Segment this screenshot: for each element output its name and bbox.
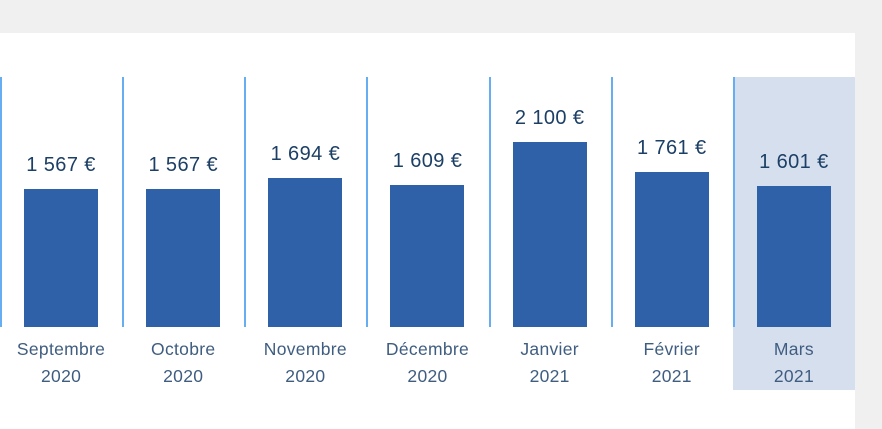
x-axis-label-month: Septembre <box>16 339 106 359</box>
chart-column: 1 694 € Novembre 2020 <box>244 77 366 390</box>
bar[interactable] <box>756 186 831 327</box>
bar[interactable] <box>390 185 465 327</box>
bar[interactable] <box>268 178 343 327</box>
chart-column: 1 567 € Septembre 2020 <box>0 77 122 390</box>
bar-value-label: 2 100 € <box>514 107 585 129</box>
bars-area: 1 609 € <box>366 77 488 327</box>
bar-value-label: 1 694 € <box>270 143 341 165</box>
bar-value-label: 1 761 € <box>637 137 707 159</box>
bars-area: 1 601 € <box>733 77 855 327</box>
column-separator-line <box>122 77 125 327</box>
column-separator-line <box>244 77 247 327</box>
top-band <box>0 0 882 33</box>
x-axis-label-year: 2020 <box>407 366 448 386</box>
x-axis-label: Mars 2021 <box>733 327 855 390</box>
x-axis-label-month: Février <box>643 339 701 359</box>
bars-area: 1 567 € <box>0 77 122 327</box>
bar-value-label: 1 609 € <box>392 150 463 172</box>
bar-chart: 1 567 € Septembre 2020 1 567 € Octobre 2020 1 … <box>0 77 855 390</box>
x-axis-label-year: 2020 <box>285 366 326 386</box>
x-axis-label-year: 2020 <box>41 366 82 386</box>
bar-value-label: 1 567 € <box>148 154 218 176</box>
bars-area: 1 694 € <box>244 77 366 327</box>
x-axis-label-year: 2021 <box>651 366 692 386</box>
chart-column: 2 100 € Janvier 2021 <box>488 77 611 390</box>
column-separator-line <box>0 77 2 327</box>
x-axis-label: Février 2021 <box>611 327 733 390</box>
x-axis-label-year: 2020 <box>163 366 204 386</box>
bars-area: 2 100 € <box>489 77 611 327</box>
x-axis-label-month: Octobre <box>151 339 216 359</box>
bar[interactable] <box>146 189 221 327</box>
x-axis-label-year: 2021 <box>529 366 570 386</box>
chart-panel: 1 567 € Septembre 2020 1 567 € Octobre 2020 1 … <box>0 33 855 429</box>
chart-column: 1 567 € Octobre 2020 <box>122 77 244 390</box>
chart-column: 1 761 € Février 2021 <box>610 77 733 390</box>
x-axis-label: Octobre 2020 <box>122 327 244 390</box>
bar[interactable] <box>24 189 99 327</box>
chart-column-highlighted: 1 601 € Mars 2021 <box>732 77 855 390</box>
column-separator-line <box>732 77 735 327</box>
x-axis-label-month: Décembre <box>385 339 470 359</box>
x-axis-label: Janvier 2021 <box>489 327 611 390</box>
chart-column: 1 609 € Décembre 2020 <box>366 77 488 390</box>
bars-area: 1 761 € <box>611 77 733 327</box>
bar[interactable] <box>634 172 709 327</box>
x-axis-label: Novembre 2020 <box>244 327 366 390</box>
x-axis-label-month: Mars <box>773 339 814 359</box>
bar[interactable] <box>512 142 587 327</box>
x-axis-label-year: 2021 <box>773 366 814 386</box>
column-separator-line <box>488 77 491 327</box>
bars-area: 1 567 € <box>122 77 244 327</box>
x-axis-label-month: Janvier <box>520 339 579 359</box>
column-separator-line <box>366 77 369 327</box>
column-separator-line <box>610 77 613 327</box>
bar-value-label: 1 567 € <box>26 154 96 176</box>
x-axis-label: Septembre 2020 <box>0 327 122 390</box>
x-axis-label-month: Novembre <box>263 339 347 359</box>
x-axis-label: Décembre 2020 <box>366 327 488 390</box>
bar-value-label: 1 601 € <box>759 151 829 173</box>
